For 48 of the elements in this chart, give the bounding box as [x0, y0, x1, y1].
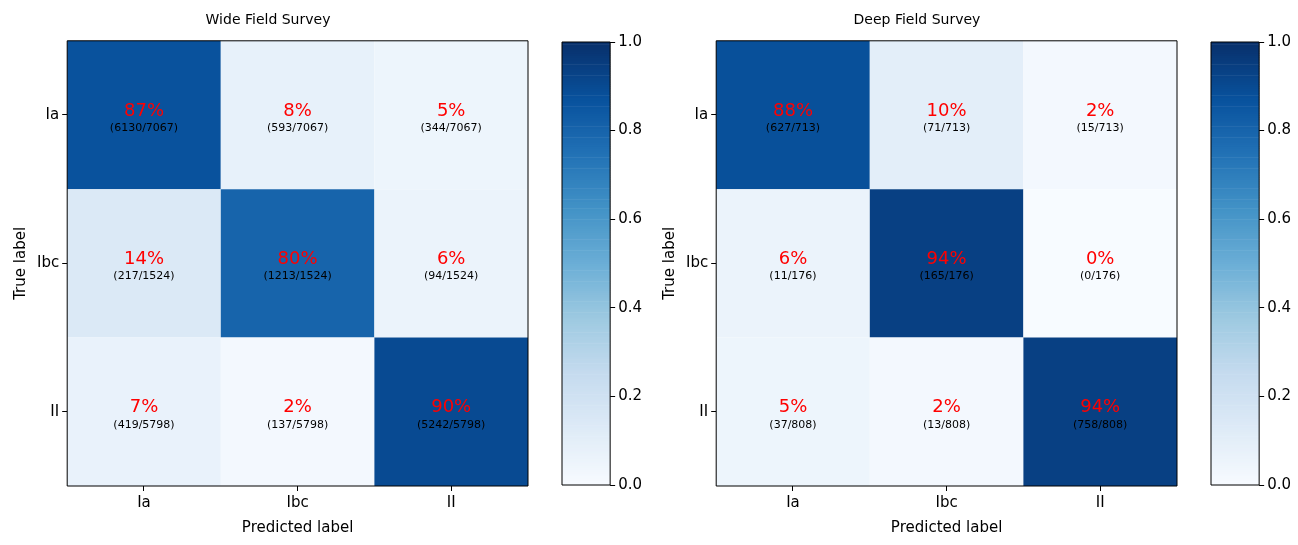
- color-bar-label: 0.4: [618, 297, 642, 316]
- y-axis-title: True label: [659, 226, 678, 301]
- data-label: 94% (758/808): [1073, 395, 1128, 431]
- data-label: 6% (11/176): [769, 247, 817, 283]
- chart-title: Wide Field Survey: [205, 11, 331, 28]
- color-bar-label: 1.0: [618, 31, 642, 50]
- data-label: 87% (6130/7067): [109, 98, 179, 134]
- color-bar-label: 1.0: [1267, 31, 1291, 50]
- x-tick-label: Ibc: [286, 492, 309, 511]
- color-bar-label: 0.2: [1267, 386, 1291, 405]
- y-tick-label: Ia: [694, 104, 709, 123]
- x-tick-label: Ibc: [935, 492, 958, 511]
- data-label: 80% (1213/1524): [263, 247, 332, 283]
- color-bar-label: 0.8: [1267, 120, 1291, 139]
- color-bar-label: 0.2: [618, 386, 642, 405]
- data-label: 94% (165/176): [919, 247, 974, 283]
- data-label: 5% (344/7067): [420, 98, 482, 134]
- y-tick-label: Ia: [45, 104, 60, 123]
- data-label: 0% (0/176): [1080, 247, 1121, 283]
- color-bar-label: 0.8: [618, 120, 642, 139]
- y-tick-label: II: [50, 401, 60, 420]
- data-label: 8% (593/7067): [266, 98, 329, 134]
- color-bar-label: 0.0: [618, 474, 642, 493]
- data-label: 14% (217/1524): [113, 247, 175, 283]
- x-tick-label: II: [446, 492, 456, 511]
- y-axis-title: True label: [10, 226, 29, 301]
- data-label: 5% (37/808): [769, 395, 817, 431]
- color-bar-label: 0.4: [1267, 297, 1291, 316]
- x-tick-label: Ia: [137, 492, 151, 511]
- x-tick-label: Ia: [786, 492, 800, 511]
- x-axis-title: Predicted label: [241, 517, 354, 536]
- x-axis-title: Predicted label: [890, 517, 1003, 536]
- data-label: 7% (419/5798): [113, 395, 175, 431]
- data-label: 2% (137/5798): [266, 395, 329, 431]
- y-tick-label: II: [699, 401, 709, 420]
- color-bar-label: 0.6: [1267, 209, 1291, 228]
- y-tick-label: Ibc: [685, 253, 709, 272]
- chart-title: Deep Field Survey: [853, 11, 981, 28]
- data-label: 6% (94/1524): [424, 247, 479, 283]
- data-label: 2% (15/713): [1076, 98, 1124, 134]
- color-bar-label: 0.6: [618, 209, 642, 228]
- x-tick-label: II: [1095, 492, 1105, 511]
- data-label: 10% (71/713): [922, 98, 971, 134]
- y-tick-label: Ibc: [36, 253, 60, 272]
- data-label: 2% (13/808): [922, 395, 971, 431]
- data-label: 90% (5242/5798): [417, 395, 486, 431]
- color-bar-label: 0.0: [1267, 474, 1291, 493]
- data-label: 88% (627/713): [765, 98, 821, 134]
